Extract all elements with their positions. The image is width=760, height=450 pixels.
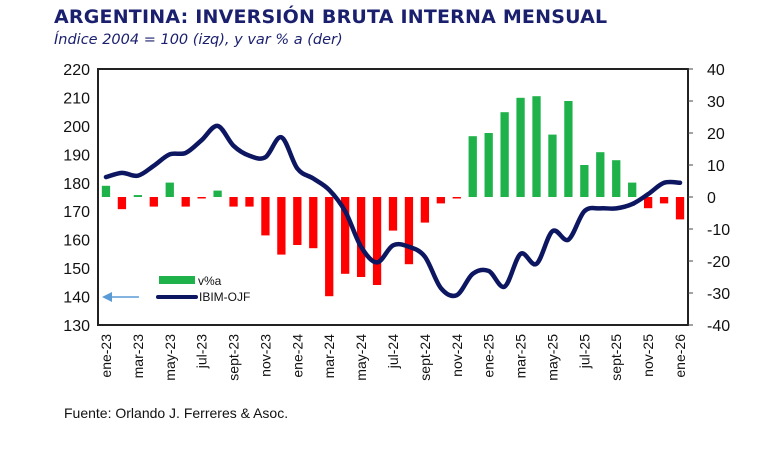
bar-may-25 [548, 134, 557, 197]
bar-may-23 [165, 182, 174, 197]
line-series [103, 123, 683, 299]
bar-dic-24 [468, 136, 477, 197]
left-axis: 130 140 150 160 170 180 190 200 210 220 [63, 62, 90, 335]
legend-label-line: IBIM-OJF [199, 290, 250, 304]
source-note: Fuente: Orlando J. Ferreres & Asoc. [64, 405, 289, 421]
bar-dic-23 [277, 197, 286, 255]
x-axis: ene-23 mar-23 may-23 jul-23 sept-23 nov-23 ene… [98, 334, 688, 381]
bar-jun-24 [372, 197, 382, 285]
left-tick-label: 150 [63, 261, 90, 278]
right-tick-label: -20 [707, 254, 730, 271]
x-tick-label: mar-23 [130, 334, 146, 379]
left-tick-label: 180 [63, 176, 90, 193]
bar-nov-23 [261, 197, 270, 236]
bar-jun-23 [181, 197, 190, 207]
right-tick-label: -40 [707, 318, 730, 335]
bar-abr-24 [341, 197, 350, 274]
x-tick-label: ene-23 [98, 334, 114, 378]
left-arrow-icon [102, 292, 139, 302]
x-tick-label: nov-23 [257, 334, 273, 377]
legend-label-bar: v%a [198, 274, 222, 288]
bar-ene-25 [484, 133, 493, 197]
bar-dic-25 [659, 197, 669, 204]
left-tick-label: 140 [63, 290, 90, 307]
right-tick-label: 0 [707, 190, 716, 207]
bar-mar-25 [516, 97, 525, 197]
bar-oct-25 [628, 182, 637, 197]
bar-mar-24 [325, 197, 334, 297]
x-tick-label: sept-24 [417, 334, 433, 381]
x-tick-label: nov-25 [640, 334, 656, 377]
bar-ene-24 [293, 197, 302, 245]
chart-title: ARGENTINA: INVERSIÓN BRUTA INTERNA MENSU… [54, 6, 608, 28]
left-tick-label: 220 [63, 62, 90, 79]
left-tick-label: 200 [63, 119, 90, 136]
right-tick-label: 20 [707, 126, 725, 143]
bar-jul-23 [197, 197, 206, 199]
x-tick-label: jul-23 [194, 334, 210, 369]
right-axis: -40 -30 -20 -10 0 10 20 30 40 [688, 62, 730, 335]
right-tick-label: -10 [707, 222, 730, 239]
x-tick-label: ene-26 [672, 334, 688, 378]
bar-jun-25 [564, 101, 573, 197]
bar-nov-24 [452, 197, 461, 199]
x-tick-label: sept-23 [226, 334, 242, 381]
x-tick-label: sept-25 [608, 334, 624, 381]
bar-abr-25 [532, 96, 541, 197]
x-tick-label: may-25 [544, 334, 560, 381]
x-tick-label: mar-25 [513, 334, 529, 379]
bar-jul-25 [580, 165, 589, 197]
bar-ago-23 [213, 190, 222, 197]
bar-may-24 [356, 197, 366, 277]
x-tick-label: ene-24 [289, 334, 305, 378]
bar-ago-24 [404, 197, 414, 265]
bar-ene-26 [675, 197, 685, 220]
right-tick-label: 40 [707, 62, 725, 79]
legend: v%a IBIM-OJF [156, 274, 250, 304]
chart-subtitle: Índice 2004 = 100 (izq), y var % a (der) [54, 32, 343, 48]
left-tick-label: 160 [63, 233, 90, 250]
bar-mar-23 [133, 195, 143, 197]
x-tick-label: mar-24 [321, 334, 337, 379]
x-tick-label: ene-25 [481, 334, 497, 378]
x-tick-label: jul-25 [576, 334, 592, 369]
right-tick-label: 10 [707, 158, 725, 175]
bar-sept-23 [229, 197, 238, 207]
bar-ago-25 [596, 152, 605, 197]
left-tick-label: 190 [63, 147, 90, 164]
bar-ene-23 [101, 185, 111, 197]
x-tick-label: nov-24 [449, 334, 465, 377]
x-tick-label: jul-24 [385, 334, 401, 369]
bar-oct-23 [245, 197, 254, 207]
bar-feb-25 [500, 112, 509, 197]
bar-sept-25 [612, 160, 621, 197]
bar-oct-24 [436, 197, 445, 204]
bar-feb-23 [117, 197, 127, 210]
bar-sept-24 [420, 197, 430, 223]
bar-feb-24 [309, 197, 318, 249]
x-tick-label: may-24 [353, 334, 369, 381]
bar-series [101, 96, 685, 297]
x-tick-label: may-23 [162, 334, 178, 381]
legend-swatch-bar [159, 276, 195, 284]
left-tick-label: 210 [63, 90, 90, 107]
left-tick-label: 170 [63, 204, 90, 221]
left-tick-label: 130 [63, 318, 90, 335]
bar-nov-25 [643, 197, 653, 209]
right-tick-label: 30 [707, 94, 725, 111]
bar-abr-23 [149, 197, 158, 207]
right-tick-label: -30 [707, 286, 730, 303]
bar-jul-24 [388, 197, 398, 231]
